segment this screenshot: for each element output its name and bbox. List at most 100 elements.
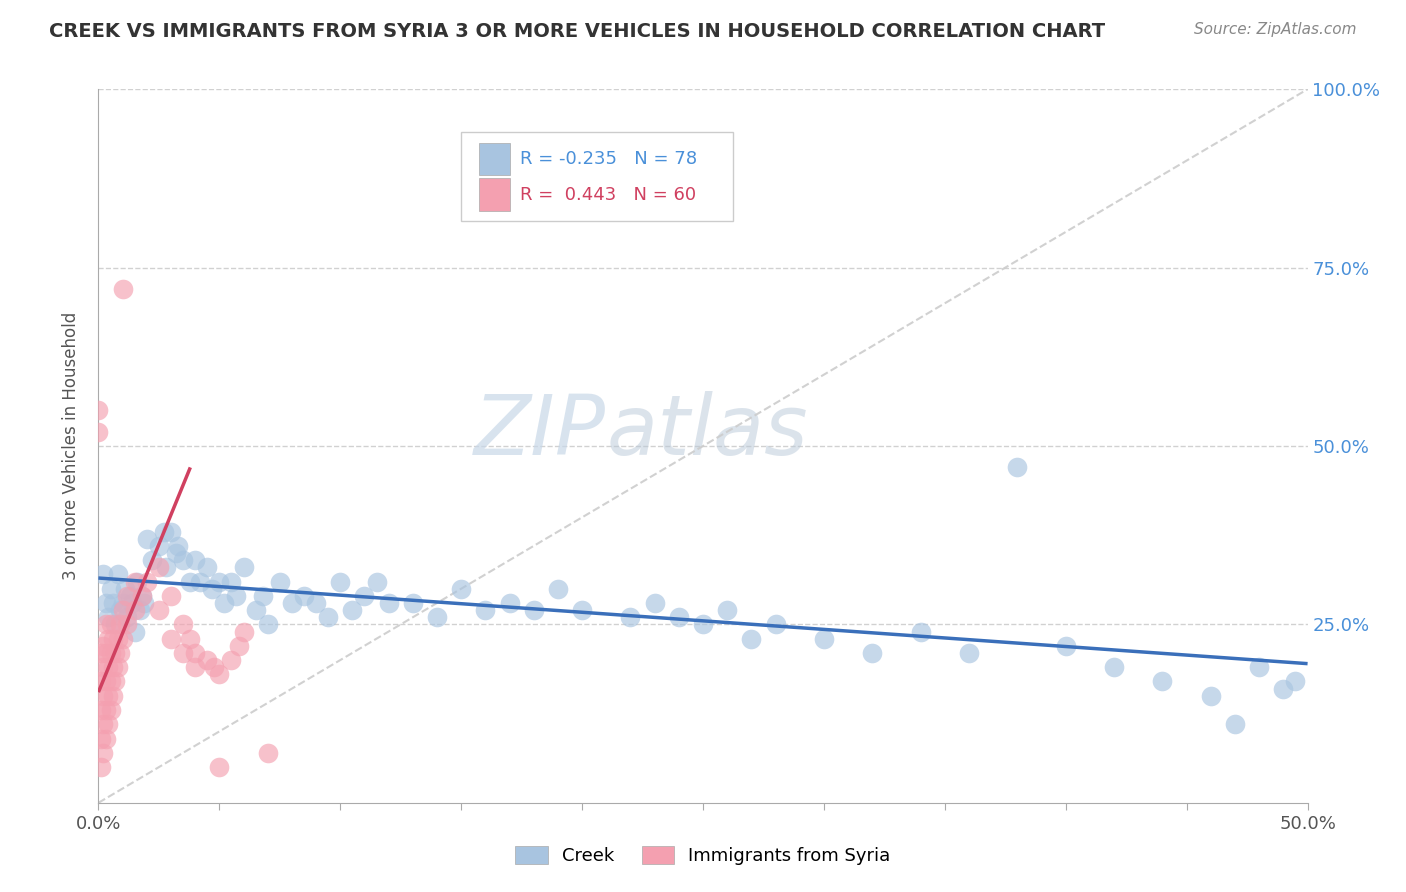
Point (316, 610, 339, 624)
Point (131, 589, 153, 603)
Point (957, 646, 980, 660)
Point (160, 589, 183, 603)
Point (160, 632, 183, 646)
Point (94, 596, 117, 610)
Point (94, 617, 117, 632)
Point (90, 703, 112, 717)
Point (765, 617, 787, 632)
Point (100, 646, 122, 660)
Point (195, 653, 218, 667)
Point (184, 553, 207, 567)
Point (107, 660, 129, 674)
Point (111, 596, 134, 610)
Point (97, 632, 120, 646)
Point (94, 731, 117, 746)
Point (104, 674, 127, 689)
Point (281, 596, 304, 610)
Point (128, 603, 150, 617)
Point (97, 717, 120, 731)
Text: R = -0.235   N = 78: R = -0.235 N = 78 (520, 150, 697, 168)
Point (668, 610, 690, 624)
Point (107, 632, 129, 646)
FancyBboxPatch shape (479, 143, 509, 175)
Point (97, 660, 120, 674)
Point (167, 539, 190, 553)
Point (252, 589, 274, 603)
Point (245, 603, 267, 617)
Point (100, 582, 122, 596)
Point (184, 646, 207, 660)
Point (184, 660, 207, 674)
Point (232, 560, 254, 574)
Point (1152, 674, 1174, 689)
Point (90, 731, 112, 746)
Point (353, 589, 375, 603)
Point (135, 532, 157, 546)
Point (124, 603, 146, 617)
Point (131, 589, 153, 603)
Point (121, 596, 143, 610)
Point (94, 703, 117, 717)
Point (108, 646, 131, 660)
Point (1249, 660, 1271, 674)
Point (179, 632, 201, 646)
Point (547, 582, 569, 596)
Text: ZIP: ZIP (474, 392, 606, 472)
Point (644, 596, 666, 610)
Point (329, 574, 352, 589)
Point (90, 646, 112, 660)
Point (91, 639, 114, 653)
Point (498, 596, 520, 610)
Point (127, 574, 149, 589)
Point (97, 689, 120, 703)
Point (188, 574, 211, 589)
Point (402, 596, 425, 610)
Point (108, 603, 131, 617)
Point (523, 603, 546, 617)
Point (1223, 717, 1246, 731)
Text: CREEK VS IMMIGRANTS FROM SYRIA 3 OR MORE VEHICLES IN HOUSEHOLD CORRELATION CHART: CREEK VS IMMIGRANTS FROM SYRIA 3 OR MORE… (49, 22, 1105, 41)
Point (141, 553, 163, 567)
Point (292, 589, 315, 603)
Point (225, 589, 247, 603)
Point (100, 674, 122, 689)
Point (152, 524, 174, 539)
Point (256, 746, 278, 760)
Point (90, 674, 112, 689)
Point (204, 660, 226, 674)
Point (124, 624, 146, 639)
Point (256, 617, 278, 632)
Point (101, 689, 124, 703)
Point (87, 425, 110, 439)
Point (101, 632, 124, 646)
Point (160, 524, 183, 539)
Point (117, 617, 139, 632)
Point (201, 582, 224, 596)
Point (692, 617, 714, 632)
Point (450, 582, 472, 596)
Point (148, 603, 170, 617)
Point (179, 574, 201, 589)
Point (90, 760, 112, 774)
FancyBboxPatch shape (479, 178, 509, 211)
Point (228, 639, 250, 653)
Point (100, 617, 122, 632)
Point (1007, 460, 1029, 475)
Point (155, 560, 177, 574)
Point (108, 617, 131, 632)
Point (571, 603, 593, 617)
Point (426, 610, 449, 624)
Point (101, 660, 124, 674)
Text: R =  0.443   N = 60: R = 0.443 N = 60 (520, 186, 696, 203)
Point (1102, 660, 1125, 674)
Point (91, 689, 114, 703)
Point (212, 596, 235, 610)
Point (366, 574, 388, 589)
Point (1054, 639, 1077, 653)
Point (619, 610, 641, 624)
Point (813, 632, 835, 646)
Point (208, 760, 231, 774)
FancyBboxPatch shape (461, 132, 734, 221)
Point (100, 703, 122, 717)
Point (221, 574, 243, 589)
